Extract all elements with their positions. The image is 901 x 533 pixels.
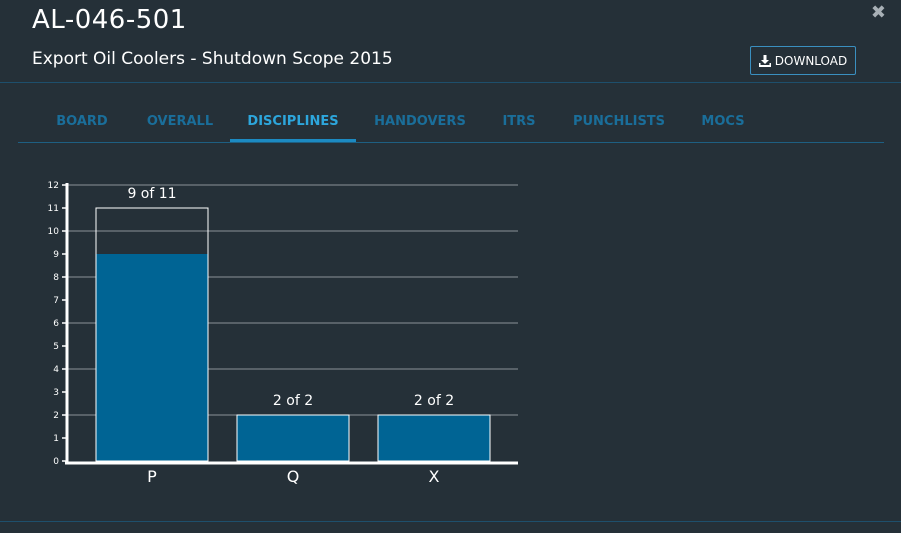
footer-divider [0,521,901,522]
y-tick-label: 11 [48,204,59,214]
bar-total [377,414,491,462]
y-tick-label: 9 [53,250,59,260]
tab-disciplines[interactable]: DISCIPLINES [230,100,356,143]
tab-mocs[interactable]: MOCS [701,114,745,129]
data-label: 2 of 2 [414,393,454,409]
page-subtitle: Export Oil Coolers - Shutdown Scope 2015 [32,49,393,69]
y-tick-label: 4 [53,365,59,375]
tab-itrs[interactable]: ITRS [502,114,536,129]
x-tick-label: X [429,467,440,486]
x-tick-label: Q [287,467,300,486]
y-tick-label: 3 [53,388,59,398]
y-tick-label: 1 [53,434,59,444]
y-tick-label: 2 [53,411,59,421]
close-icon[interactable]: ✖ [870,2,886,23]
data-label: 2 of 2 [273,393,313,409]
tab-handovers[interactable]: HANDOVERS [374,114,466,129]
bar-total [236,414,350,462]
tabs-divider [18,142,884,143]
bar-complete [237,415,349,461]
y-tick-label: 7 [53,296,59,306]
y-tick-label: 12 [48,181,59,191]
y-tick-label: 6 [53,319,59,329]
tab-board[interactable]: BOARD [56,114,108,129]
download-icon [758,54,771,67]
data-label: 9 of 11 [127,186,176,202]
download-label: DOWNLOAD [774,53,848,68]
y-tick-label: 8 [53,273,59,283]
y-tick-label: 5 [53,342,59,352]
y-tick-label: 0 [53,457,59,467]
x-tick-label: P [147,467,157,486]
header-divider [0,82,901,83]
tab-punchlists[interactable]: PUNCHLISTS [572,114,666,129]
tab-bar: BOARD OVERALL DISCIPLINES HANDOVERS ITRS… [18,100,884,143]
bar-complete [378,415,490,461]
bar-complete [96,254,208,461]
tab-overall[interactable]: OVERALL [146,114,214,129]
download-button[interactable]: DOWNLOAD [750,46,856,75]
y-tick-label: 10 [48,227,60,237]
dialog-header: AL-046-501 Export Oil Coolers - Shutdown… [0,0,901,82]
bar-total [95,207,209,462]
page-title: AL-046-501 [32,5,187,35]
